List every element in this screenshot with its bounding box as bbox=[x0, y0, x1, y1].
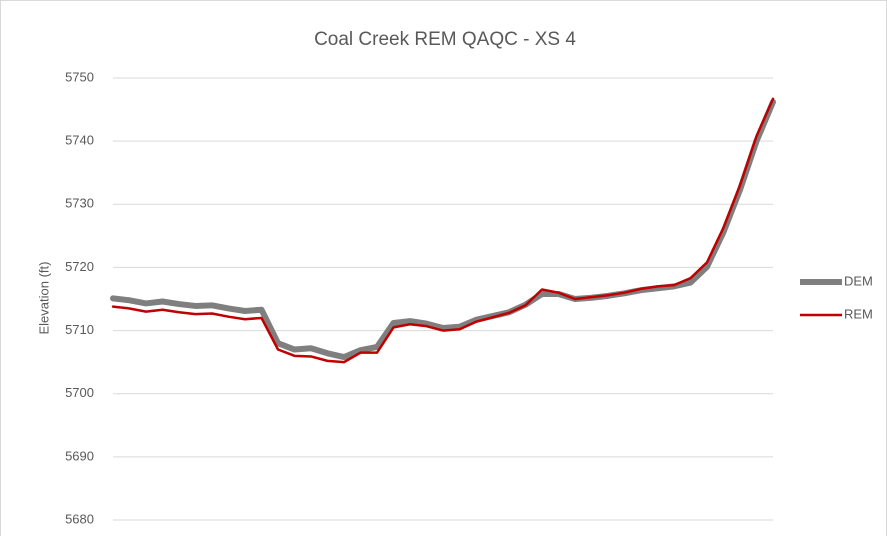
y-tick-label: 5730 bbox=[65, 196, 94, 211]
y-tick-label: 5700 bbox=[65, 385, 94, 400]
legend-label: DEM bbox=[844, 273, 873, 288]
line-series bbox=[110, 98, 776, 361]
chart-title: Coal Creek REM QAQC - XS 4 bbox=[314, 29, 576, 50]
y-tick-label: 5740 bbox=[65, 133, 94, 148]
y-tick-label: 5710 bbox=[65, 322, 94, 337]
y-tick-label: 5720 bbox=[65, 259, 94, 274]
legend-label: REM bbox=[844, 306, 873, 321]
y-axis-label: Elevation (ft) bbox=[36, 262, 51, 335]
y-tick-label: 5750 bbox=[65, 69, 94, 84]
y-tick-label: 5690 bbox=[65, 448, 94, 463]
y-tick-label: 5680 bbox=[65, 511, 94, 526]
line-series bbox=[111, 97, 775, 364]
